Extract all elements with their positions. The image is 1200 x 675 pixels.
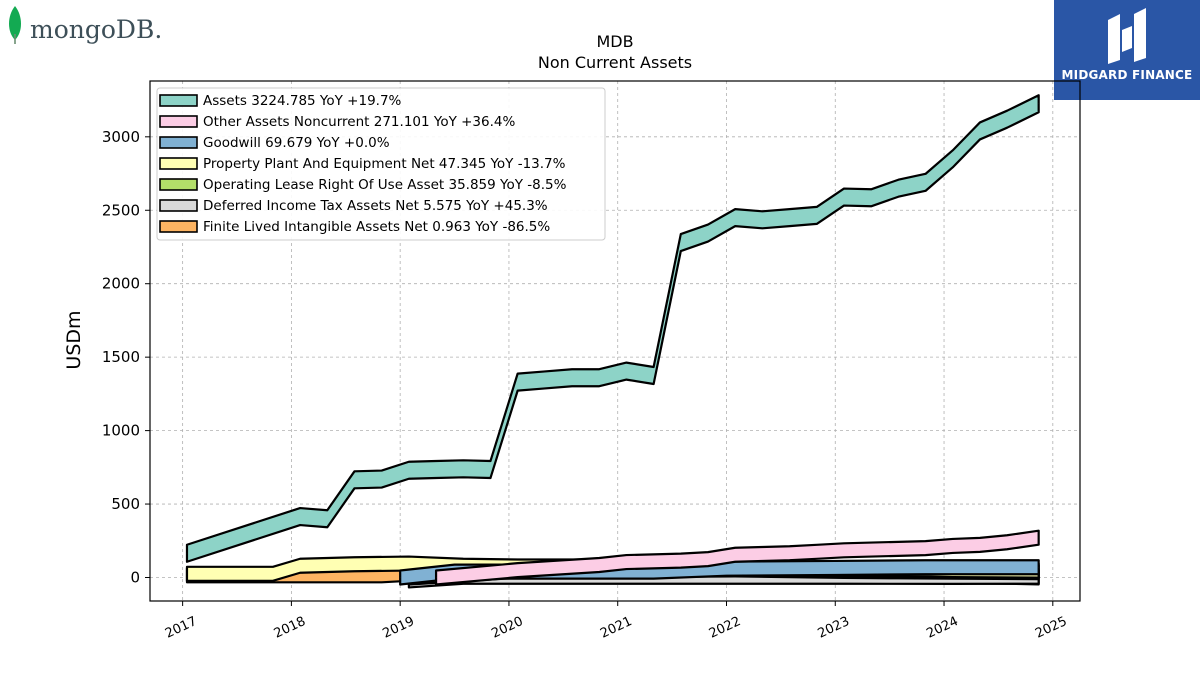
series-assets [185, 94, 1040, 563]
legend-entry: Goodwill 69.679 YoY +0.0% [159, 135, 390, 151]
y-tick-label: 2500 [102, 201, 140, 219]
y-tick-label: 3000 [102, 128, 140, 146]
y-tick-label: 1500 [102, 348, 140, 366]
legend-swatch [159, 94, 198, 107]
legend-box [156, 87, 606, 241]
legend-swatch [159, 157, 198, 170]
y-tick-label: 1000 [102, 422, 140, 440]
series-other-assets-noncurrent [434, 529, 1040, 586]
midgard-mark-icon [1108, 8, 1146, 64]
leaf-icon [9, 6, 21, 44]
legend-label: Other Assets Noncurrent 271.101 YoY +36.… [203, 114, 515, 130]
y-axis-label: USDm [63, 310, 85, 369]
series-band [185, 94, 1040, 563]
legend-label: Finite Lived Intangible Assets Net 0.963… [203, 219, 550, 235]
legend-entry: Property Plant And Equipment Net 47.345 … [159, 156, 566, 172]
x-tick-label: 2020 [489, 614, 525, 642]
y-tick-label: 500 [111, 495, 140, 513]
plot-frame [149, 80, 1081, 602]
x-tick-label: 2024 [924, 614, 960, 642]
legend-label: Deferred Income Tax Assets Net 5.575 YoY… [203, 198, 548, 214]
x-tick-label: 2017 [163, 614, 199, 642]
x-tick-label: 2023 [816, 614, 852, 642]
x-tick-label: 2022 [707, 614, 743, 642]
legend-label: Property Plant And Equipment Net 47.345 … [203, 156, 566, 172]
logo-brand-text: MIDGARD FINANCE [1061, 68, 1193, 82]
x-tick-label: 2025 [1033, 614, 1069, 642]
y-tick-label: 2000 [102, 275, 140, 293]
x-tick-label: 2021 [598, 614, 634, 642]
legend-entry: Finite Lived Intangible Assets Net 0.963… [159, 219, 550, 235]
chart-title: MDB [596, 32, 633, 51]
series-band [434, 529, 1040, 586]
legend-swatch [159, 199, 198, 212]
legend-swatch [159, 115, 198, 128]
legend-label: Assets 3224.785 YoY +19.7% [203, 93, 402, 109]
legend-label: Goodwill 69.679 YoY +0.0% [203, 135, 390, 151]
y-tick-label: 0 [130, 568, 140, 586]
x-tick-label: 2019 [381, 614, 417, 642]
chart-subtitle: Non Current Assets [538, 53, 692, 72]
mongodb-logo: mongoDB. [4, 4, 174, 48]
legend-entry: Operating Lease Right Of Use Asset 35.85… [159, 177, 567, 193]
legend-entry: Deferred Income Tax Assets Net 5.575 YoY… [159, 198, 548, 214]
legend-swatch [159, 220, 198, 233]
legend-label: Operating Lease Right Of Use Asset 35.85… [203, 177, 567, 193]
logo-text: mongoDB. [30, 15, 162, 44]
legend-entry: Other Assets Noncurrent 271.101 YoY +36.… [159, 114, 515, 130]
legend-swatch [159, 136, 198, 149]
legend-entry: Assets 3224.785 YoY +19.7% [159, 93, 402, 109]
x-tick-label: 2018 [272, 614, 308, 642]
midgard-finance-logo: MIDGARD FINANCE [1054, 0, 1200, 100]
legend-swatch [159, 178, 198, 191]
